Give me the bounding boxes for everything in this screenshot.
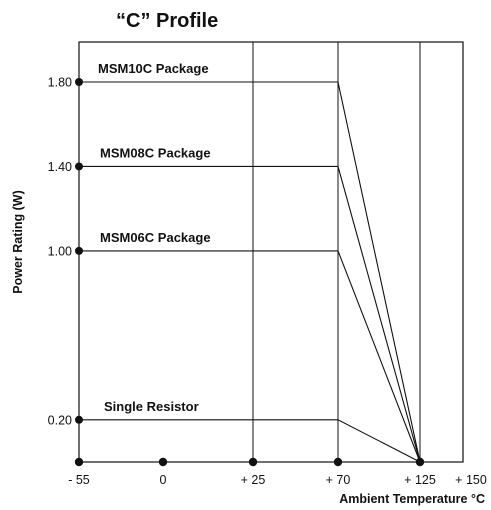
- x-tick-label: + 150: [455, 473, 487, 487]
- series-label: Single Resistor: [104, 399, 199, 414]
- x-axis-point: [415, 457, 425, 467]
- series-label: MSM06C Package: [100, 230, 211, 245]
- y-tick-label: 0.20: [48, 413, 72, 427]
- x-tick-label: 0: [160, 473, 167, 487]
- x-tick-label: - 55: [68, 473, 90, 487]
- x-axis-label: Ambient Temperature °C: [339, 492, 485, 506]
- series-line: [79, 250, 421, 463]
- x-tick-label: + 25: [241, 473, 266, 487]
- y-tick-label: 1.80: [48, 76, 72, 90]
- x-axis-point: [248, 457, 258, 467]
- x-axis-point: [74, 457, 84, 467]
- y-tick-label: 1.40: [48, 160, 72, 174]
- y-axis-point: [75, 78, 83, 86]
- chart-title: “C” Profile: [116, 10, 218, 32]
- series-line: [79, 81, 421, 463]
- x-axis-point: [333, 457, 343, 467]
- y-axis-label: Power Rating (W): [11, 190, 25, 293]
- series-label: MSM10C Package: [98, 61, 209, 76]
- x-tick-label: + 70: [326, 473, 351, 487]
- series-labels: MSM10C Package MSM08C Package MSM06C Packa…: [98, 61, 211, 414]
- series-label: MSM08C Package: [100, 145, 211, 160]
- series-lines: [79, 81, 421, 463]
- x-axis-point: [158, 457, 168, 467]
- axis-points: [74, 78, 425, 467]
- y-axis-point: [75, 246, 83, 255]
- tick-labels: 1.80 1.40 1.00 0.20 - 55 0 + 25 + 70 + 125 + 150: [48, 76, 487, 488]
- series-line: [79, 165, 421, 463]
- series-line: [79, 419, 421, 463]
- y-axis-point: [75, 162, 83, 171]
- y-tick-label: 1.00: [48, 244, 72, 258]
- y-axis-point: [75, 415, 83, 424]
- x-tick-label: + 125: [404, 473, 436, 487]
